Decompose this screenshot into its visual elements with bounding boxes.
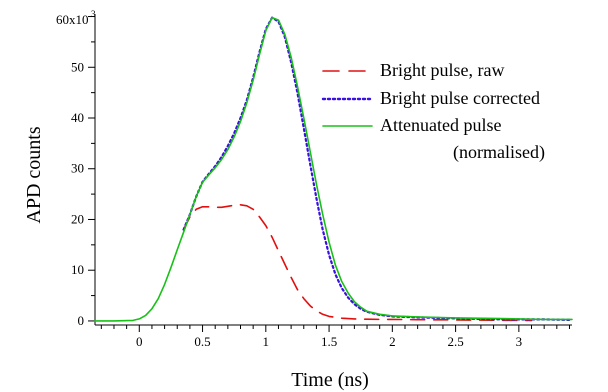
y-tick-label: 10 xyxy=(71,262,84,277)
series-line-3 xyxy=(94,16,573,322)
y-tick-label: 30 xyxy=(71,161,84,176)
legend: Bright pulse, raw Bright pulse corrected A… xyxy=(321,60,545,163)
series-line-1 xyxy=(182,204,533,322)
labels: APD counts Time (ns) 60x10 3 xyxy=(23,9,369,391)
y-tick-label: 20 xyxy=(71,211,84,226)
y-tick-label: 0 xyxy=(78,313,85,328)
y-tick-label: 50 xyxy=(71,59,84,74)
legend-label-2: Bright pulse corrected xyxy=(380,88,540,108)
y-tick-label: 40 xyxy=(71,110,84,125)
x-tick-label: 3 xyxy=(516,334,523,349)
legend-label-3-cont: (normalised) xyxy=(453,142,545,163)
series-layer xyxy=(94,16,573,322)
axes: 0 10 20 30 40 50 0 0.5 1 1.5 2 2.5 3 xyxy=(71,14,572,349)
x-tick-label: 0.5 xyxy=(194,334,210,349)
x-tick-label: 1.5 xyxy=(321,334,337,349)
series-line-2 xyxy=(182,16,571,321)
x-tick-label: 2.5 xyxy=(447,334,463,349)
y-multiplier-exponent: 3 xyxy=(91,9,96,19)
x-tick-label: 1 xyxy=(263,334,270,349)
x-tick-label: 2 xyxy=(389,334,396,349)
legend-label-3: Attenuated pulse xyxy=(380,115,501,135)
x-tick-label: 0 xyxy=(136,334,143,349)
y-axis-label: APD counts xyxy=(23,126,45,223)
y-multiplier-label: 60x10 xyxy=(56,12,89,27)
x-axis-label: Time (ns) xyxy=(291,369,369,391)
legend-label-1: Bright pulse, raw xyxy=(380,60,504,80)
